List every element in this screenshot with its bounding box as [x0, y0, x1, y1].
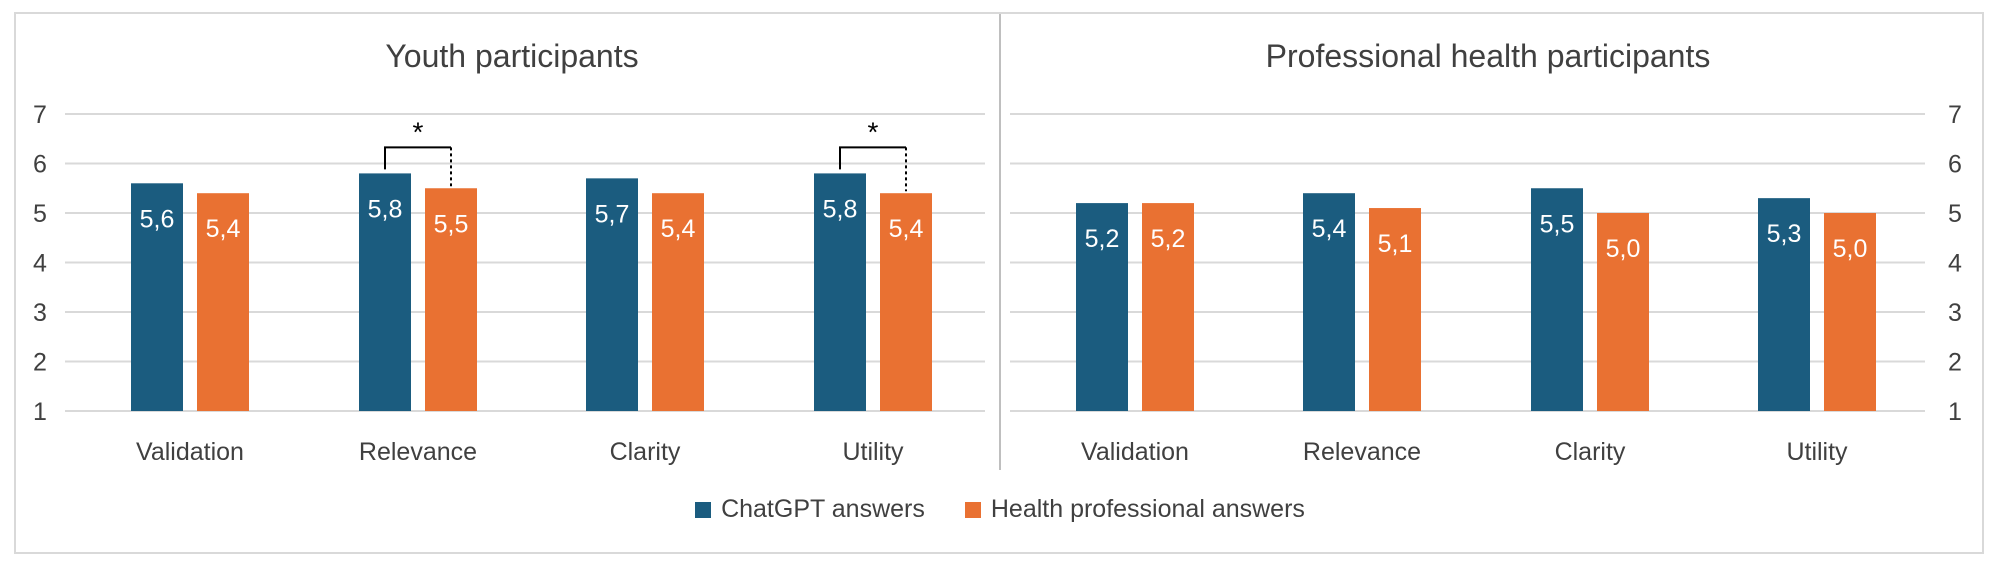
- y-tick-label: 3: [1948, 299, 1962, 327]
- data-label: 5,6: [140, 205, 175, 233]
- bar: [197, 193, 249, 411]
- bar: [880, 193, 932, 411]
- y-tick-label: 2: [1948, 349, 1962, 377]
- y-tick-label: 6: [1948, 151, 1962, 179]
- y-tick-label: 4: [1948, 250, 1962, 278]
- significance-marker: *: [868, 116, 879, 147]
- x-tick-label: Utility: [842, 438, 904, 466]
- bar: [1303, 193, 1355, 411]
- bar: [359, 173, 411, 411]
- y-tick-label: 5: [33, 200, 47, 228]
- panel-title: Professional health participants: [1266, 38, 1711, 74]
- bar: [586, 178, 638, 411]
- data-label: 5,1: [1378, 230, 1413, 258]
- bar: [652, 193, 704, 411]
- data-label: 5,4: [206, 215, 241, 243]
- y-tick-label: 6: [33, 151, 47, 179]
- bar: [1597, 213, 1649, 411]
- legend-label-health: Health professional answers: [990, 495, 1305, 523]
- bar: [131, 183, 183, 411]
- bar: [1824, 213, 1876, 411]
- y-tick-label: 7: [33, 101, 47, 129]
- x-tick-label: Utility: [1786, 438, 1848, 466]
- data-label: 5,2: [1085, 225, 1120, 253]
- legend-item-chatgpt: ChatGPT answers: [695, 495, 925, 524]
- y-tick-label: 7: [1948, 101, 1962, 129]
- legend-item-health: Health professional answers: [964, 495, 1305, 524]
- legend: ChatGPT answers Health professional answ…: [0, 495, 2000, 524]
- bar: [1531, 188, 1583, 411]
- data-label: 5,5: [1540, 210, 1575, 238]
- data-label: 5,0: [1833, 235, 1868, 263]
- x-tick-label: Relevance: [359, 438, 477, 466]
- bar: [1758, 198, 1810, 411]
- x-tick-label: Relevance: [1303, 438, 1421, 466]
- panel-title: Youth participants: [385, 38, 638, 74]
- significance-bracket: [384, 146, 451, 170]
- y-tick-label: 1: [1948, 398, 1962, 426]
- y-tick-label: 4: [33, 250, 47, 278]
- data-label: 5,4: [661, 215, 696, 243]
- legend-swatch-health: [964, 501, 981, 518]
- data-label: 5,3: [1767, 220, 1802, 248]
- data-label: 5,7: [595, 200, 630, 228]
- bar: [1142, 203, 1194, 411]
- bar: [1076, 203, 1128, 411]
- x-tick-label: Validation: [1081, 438, 1189, 466]
- bar: [1369, 208, 1421, 411]
- x-tick-label: Clarity: [610, 438, 681, 466]
- data-label: 5,2: [1151, 225, 1186, 253]
- bar: [814, 173, 866, 411]
- y-tick-label: 5: [1948, 200, 1962, 228]
- legend-label-chatgpt: ChatGPT answers: [721, 495, 925, 523]
- bar: [425, 188, 477, 411]
- data-label: 5,4: [1312, 215, 1347, 243]
- y-tick-label: 2: [33, 349, 47, 377]
- legend-swatch-chatgpt: [695, 501, 712, 518]
- significance-marker: *: [413, 116, 424, 147]
- y-tick-label: 3: [33, 299, 47, 327]
- data-label: 5,0: [1606, 235, 1641, 263]
- data-label: 5,8: [368, 195, 403, 223]
- data-label: 5,5: [434, 210, 469, 238]
- data-label: 5,4: [889, 215, 924, 243]
- x-tick-label: Validation: [136, 438, 244, 466]
- data-label: 5,8: [823, 195, 858, 223]
- x-tick-label: Clarity: [1555, 438, 1626, 466]
- y-tick-label: 1: [33, 398, 47, 426]
- significance-bracket: [839, 146, 906, 170]
